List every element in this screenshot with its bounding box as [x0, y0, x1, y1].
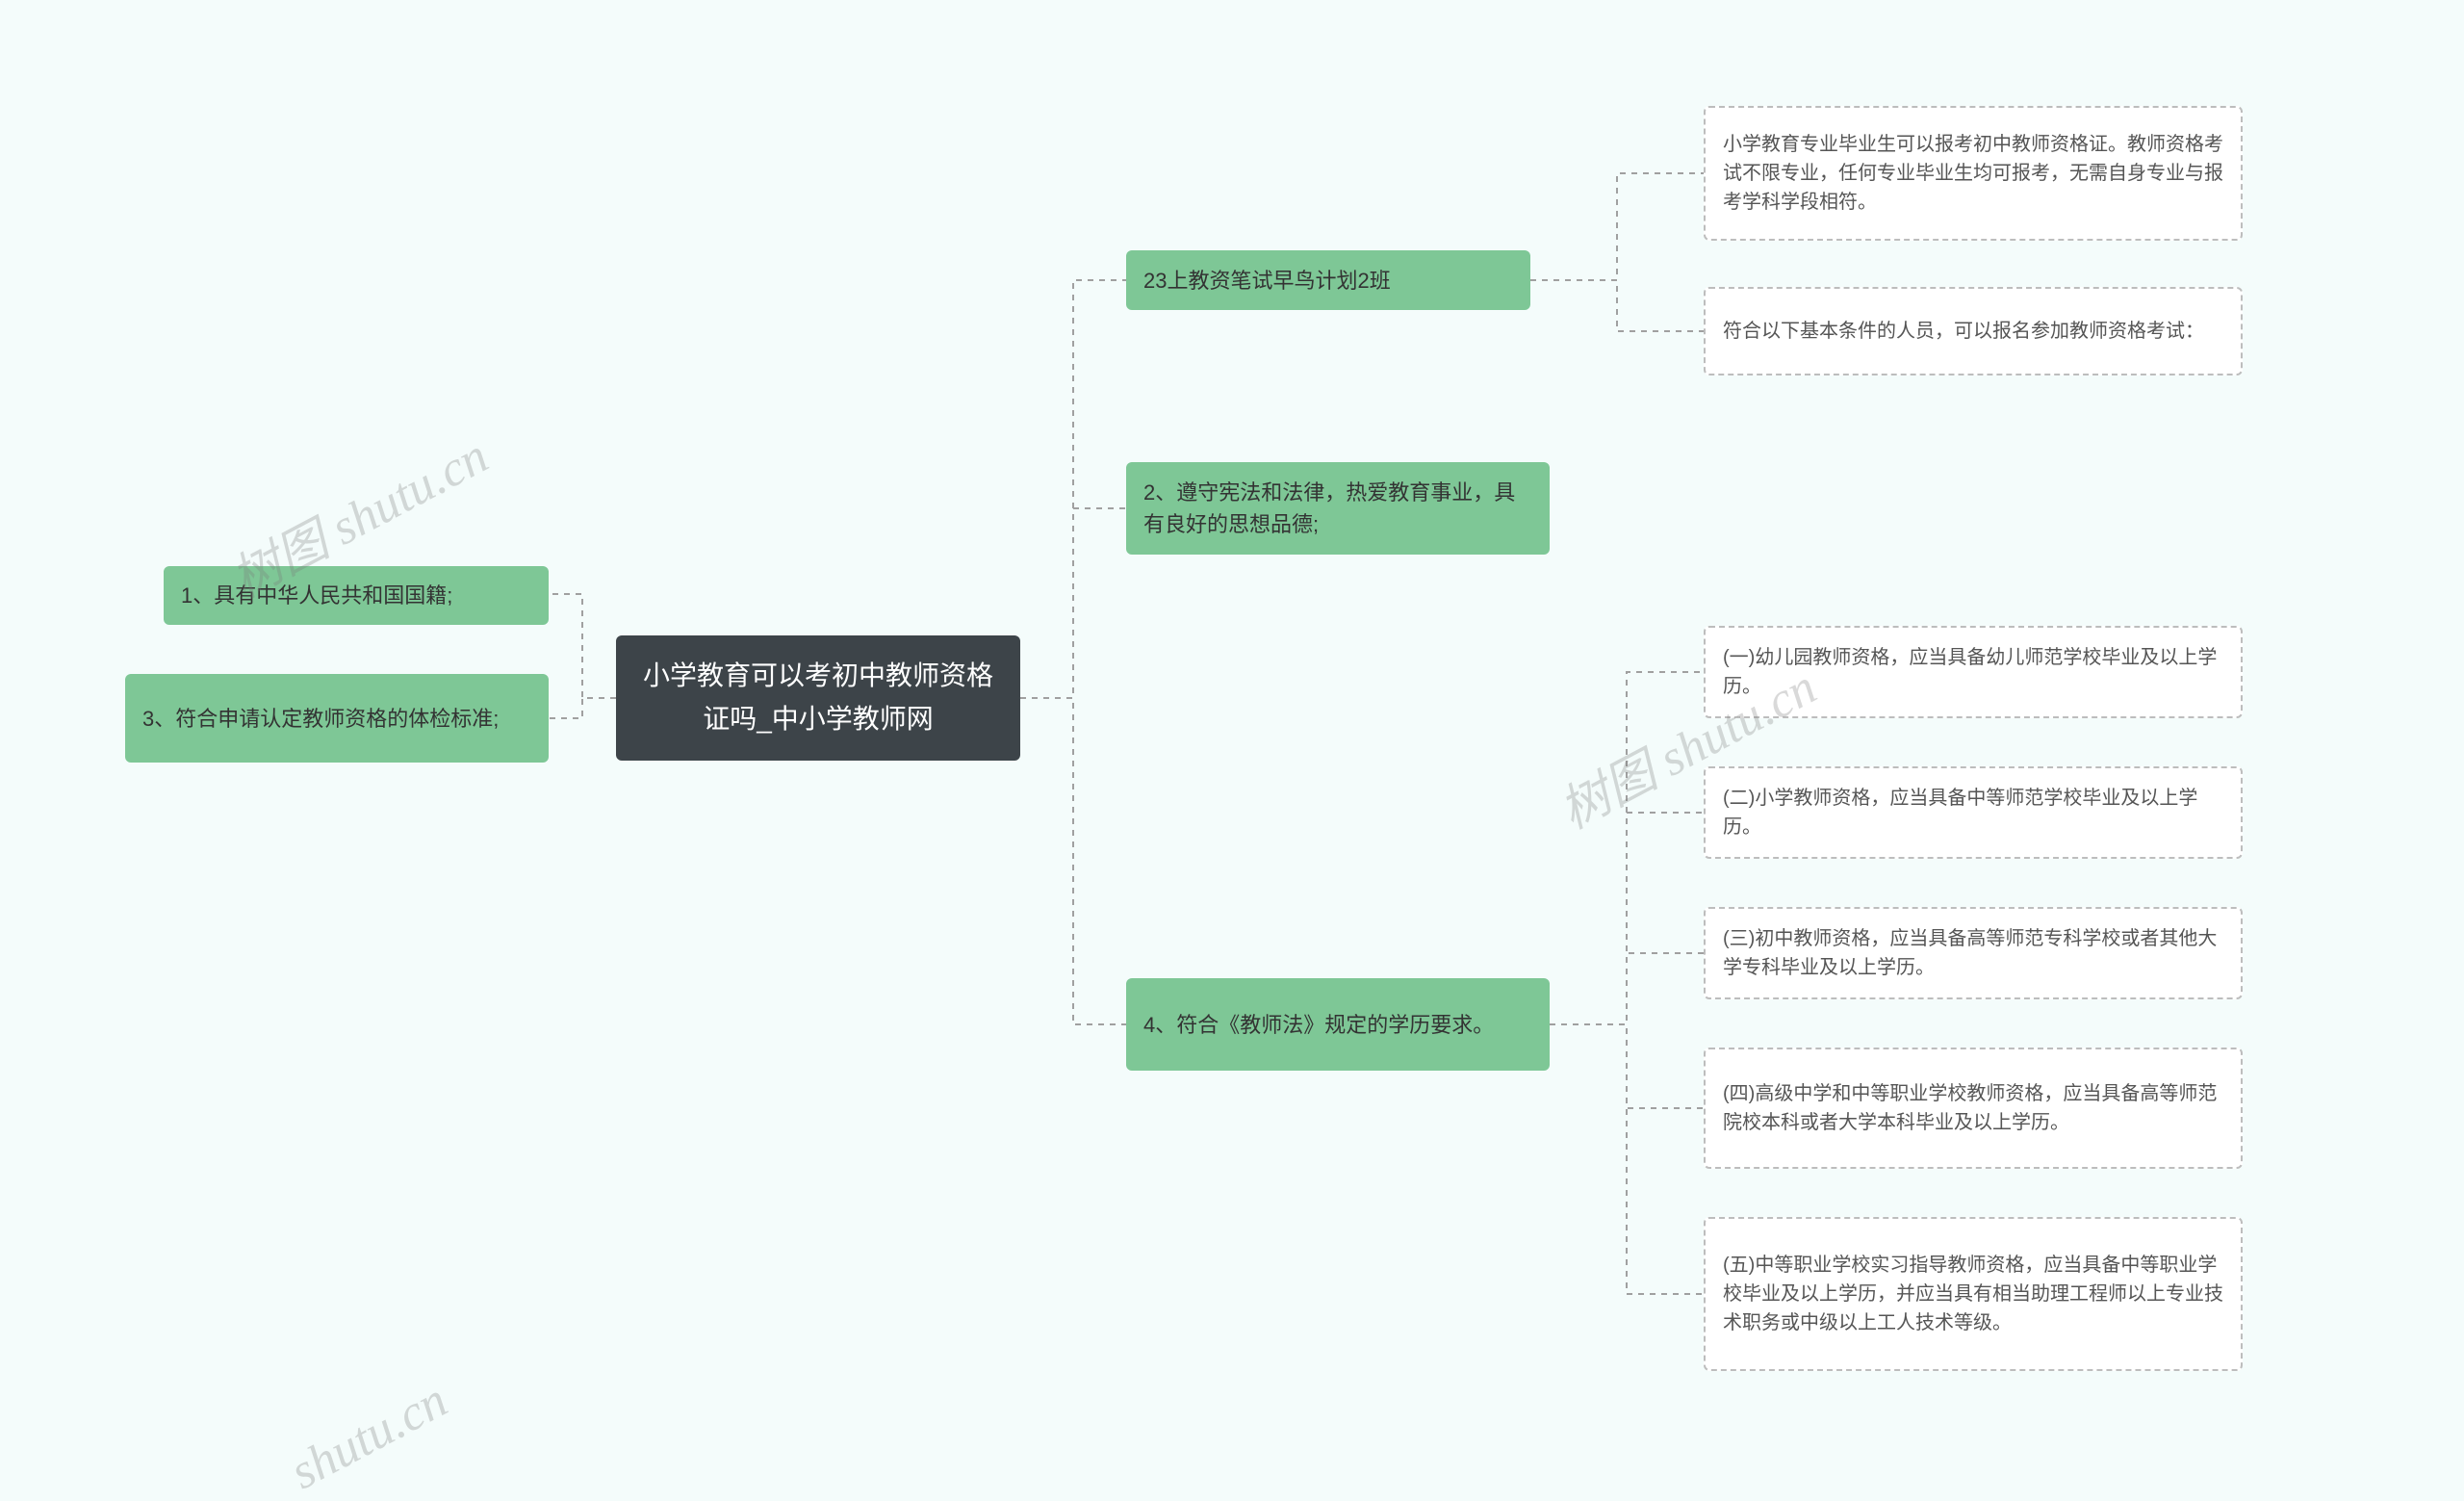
watermark: shutu.cn — [281, 1372, 456, 1501]
node-text: 3、符合申请认定教师资格的体检标准; — [142, 703, 499, 735]
node-r1a: 小学教育专业毕业生可以报考初中教师资格证。教师资格考试不限专业，任何专业毕业生均… — [1704, 106, 2243, 241]
node-l2: 3、符合申请认定教师资格的体检标准; — [125, 674, 549, 763]
node-text: 2、遵守宪法和法律，热爱教育事业，具有良好的思想品德; — [1143, 477, 1532, 540]
node-r2: 2、遵守宪法和法律，热爱教育事业，具有良好的思想品德; — [1126, 462, 1550, 555]
node-r3c: (三)初中教师资格，应当具备高等师范专科学校或者其他大学专科毕业及以上学历。 — [1704, 907, 2243, 999]
node-r3e: (五)中等职业学校实习指导教师资格，应当具备中等职业学校毕业及以上学历，并应当具… — [1704, 1217, 2243, 1371]
node-text: 小学教育专业毕业生可以报考初中教师资格证。教师资格考试不限专业，任何专业毕业生均… — [1723, 130, 2223, 217]
node-r1: 23上教资笔试早鸟计划2班 — [1126, 250, 1530, 310]
node-text: (五)中等职业学校实习指导教师资格，应当具备中等职业学校毕业及以上学历，并应当具… — [1723, 1251, 2223, 1337]
root-text: 小学教育可以考初中教师资格证吗_中小学教师网 — [639, 655, 997, 741]
node-r1b: 符合以下基本条件的人员，可以报名参加教师资格考试： — [1704, 287, 2243, 375]
node-text: 23上教资笔试早鸟计划2班 — [1143, 265, 1391, 297]
node-l1: 1、具有中华人民共和国国籍; — [164, 566, 549, 625]
node-r3b: (二)小学教师资格，应当具备中等师范学校毕业及以上学历。 — [1704, 766, 2243, 859]
node-text: (二)小学教师资格，应当具备中等师范学校毕业及以上学历。 — [1723, 784, 2223, 841]
node-text: 符合以下基本条件的人员，可以报名参加教师资格考试： — [1723, 317, 2204, 346]
node-text: (三)初中教师资格，应当具备高等师范专科学校或者其他大学专科毕业及以上学历。 — [1723, 924, 2223, 982]
root-node: 小学教育可以考初中教师资格证吗_中小学教师网 — [616, 635, 1020, 761]
node-r3d: (四)高级中学和中等职业学校教师资格，应当具备高等师范院校本科或者大学本科毕业及… — [1704, 1048, 2243, 1169]
node-r3: 4、符合《教师法》规定的学历要求。 — [1126, 978, 1550, 1071]
node-text: 4、符合《教师法》规定的学历要求。 — [1143, 1009, 1494, 1041]
node-text: 1、具有中华人民共和国国籍; — [181, 580, 452, 611]
node-text: (四)高级中学和中等职业学校教师资格，应当具备高等师范院校本科或者大学本科毕业及… — [1723, 1079, 2223, 1137]
